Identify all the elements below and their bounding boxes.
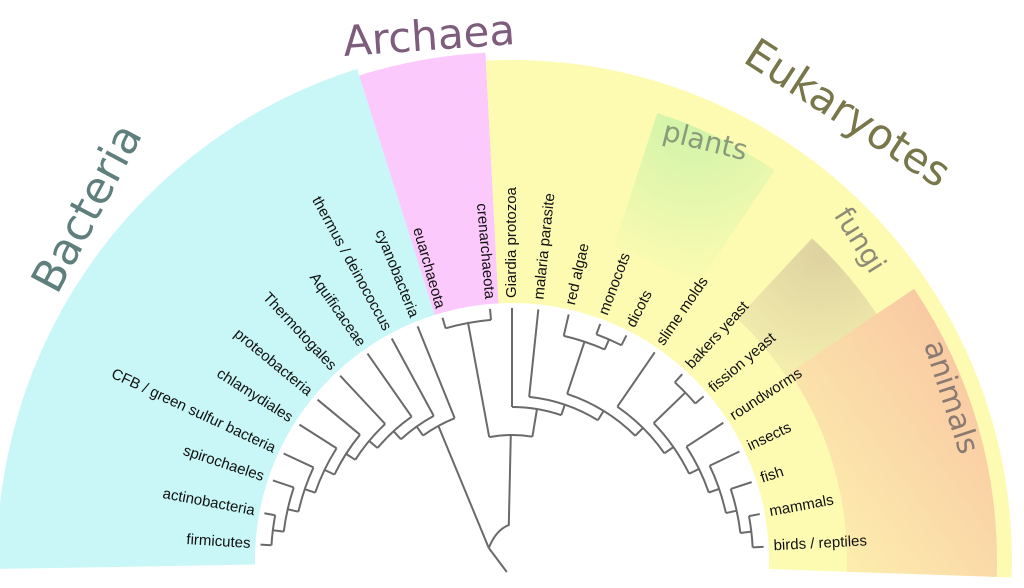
tree-branch [653,391,687,424]
tree-branch [368,440,379,449]
bacteria-region [0,68,435,569]
leaf-label: fish [758,463,785,486]
root-branch [437,425,490,549]
tree-branch-arc [400,414,435,441]
tree-branch [596,410,605,421]
tree-branch [748,513,760,518]
tree-branch [562,314,570,337]
tree-branch [264,512,276,517]
tree-branch [688,468,700,475]
tree-branch-arc [674,381,697,405]
tree-branch [366,353,413,418]
tree-branch [272,529,284,533]
tree-branch [674,373,683,383]
root-branch [487,434,512,549]
tree-branch [304,488,316,494]
tree-branch-arc [445,318,492,330]
tree-branch [595,323,602,335]
tree-branch [531,408,538,437]
leaf-label: firmicutes [186,531,251,552]
tree-branch [694,395,705,405]
tree-branch [415,425,424,437]
fungi-region [737,238,882,381]
tree-branch-arc [563,334,606,351]
tree-branch-arc [422,417,456,437]
tree-branch [560,404,566,416]
tree-branch [467,322,491,438]
tree-branch [528,309,540,398]
tree-branch [663,446,674,455]
archaea-region [359,52,499,315]
leaf-label: birds / reptiles [773,532,867,554]
tree-branch [441,317,447,329]
tree-branch-arc [729,488,742,534]
tree-branch [260,543,272,547]
tree-branch [752,545,764,549]
tree-branch [298,423,338,450]
tree-branch-arc [652,422,691,475]
tree-branch [316,398,361,436]
leaf-label: Giardia protozoa [503,186,520,298]
tree-branch [566,341,586,395]
tree-branch [708,487,720,494]
tree-branch [416,325,456,419]
tree-branch-arc [596,333,622,347]
archaea-label: Archaea [341,5,516,66]
tree-branch [287,508,299,513]
tree-branch [272,479,295,489]
tree-branch-arc [566,392,636,437]
tree-branch [345,453,356,461]
tree-branch [390,338,435,417]
tree-branch [324,468,335,476]
animals-region [789,288,997,577]
tree-branch [709,450,740,467]
tree-branch [740,530,752,534]
tree-branch [616,351,656,408]
plants-region [613,113,775,287]
tree-branch [339,375,386,425]
tree-branch [620,335,628,346]
tree-branch [634,427,644,437]
tree-branch [283,452,314,469]
root-stub [487,547,508,573]
tree-branch [392,430,402,440]
tree-branch [730,481,752,490]
tree-branch [725,509,737,515]
tree-branch [489,308,492,321]
tree-branch [603,339,610,350]
tree-branch [685,421,724,448]
